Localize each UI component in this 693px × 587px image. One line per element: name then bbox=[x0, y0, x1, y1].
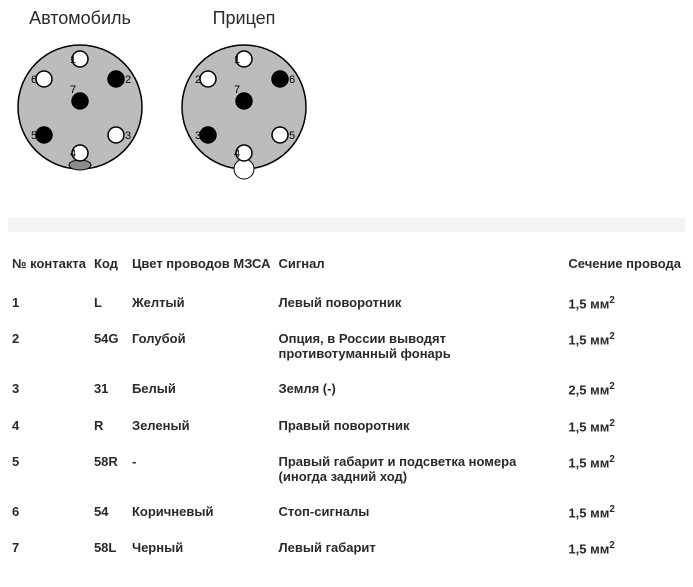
cell-code: L bbox=[90, 285, 128, 321]
table-row: 758LЧерныйЛевый габарит1,5 мм2 bbox=[8, 530, 685, 566]
cell-color: Желтый bbox=[128, 285, 275, 321]
pin-label-6: 6 bbox=[31, 74, 37, 86]
pin-label-5: 5 bbox=[289, 130, 295, 142]
pin-label-7: 7 bbox=[70, 84, 76, 96]
separator-bar bbox=[8, 218, 685, 232]
pin-6 bbox=[272, 71, 288, 87]
connector-svg-auto: 1 2 3 4 5 6 7 bbox=[8, 35, 152, 183]
cell-num: 2 bbox=[8, 321, 90, 371]
cell-signal: Стоп-сигналы bbox=[275, 494, 565, 530]
cell-cross: 1,5 мм2 bbox=[564, 494, 685, 530]
pin-label-3: 3 bbox=[125, 130, 131, 142]
pin-5 bbox=[272, 127, 288, 143]
cell-signal: Левый габарит bbox=[275, 530, 565, 566]
cell-num: 1 bbox=[8, 285, 90, 321]
cell-color: - bbox=[128, 444, 275, 494]
cell-num: 7 bbox=[8, 530, 90, 566]
connector-trailer: Прицеп 1 6 5 4 3 2 7 bbox=[172, 8, 316, 188]
cell-color: Коричневый bbox=[128, 494, 275, 530]
pin-3 bbox=[200, 127, 216, 143]
th-cross: Сечение провода bbox=[564, 250, 685, 285]
th-signal: Сигнал bbox=[275, 250, 565, 285]
connector-diagrams: Автомобиль 1 2 3 4 5 6 7 Прицеп 1 6 5 4 3 2 7 bbox=[8, 8, 685, 188]
table-row: 254GГолубойОпция, в России выводят проти… bbox=[8, 321, 685, 371]
cell-cross: 1,5 мм2 bbox=[564, 444, 685, 494]
pin-label-4: 4 bbox=[70, 148, 76, 160]
pin-5 bbox=[36, 127, 52, 143]
pin-label-2: 2 bbox=[125, 74, 131, 86]
cell-color: Голубой bbox=[128, 321, 275, 371]
pinout-table: № контакта Код Цвет проводов МЗСА Сигнал… bbox=[8, 250, 685, 567]
connector-auto: Автомобиль 1 2 3 4 5 6 7 bbox=[8, 8, 152, 188]
cell-code: 58R bbox=[90, 444, 128, 494]
cell-num: 6 bbox=[8, 494, 90, 530]
pin-label-3: 3 bbox=[195, 130, 201, 142]
cell-cross: 1,5 мм2 bbox=[564, 408, 685, 444]
cell-signal: Опция, в России выводят противотуманный … bbox=[275, 321, 565, 371]
pin-6 bbox=[36, 71, 52, 87]
cell-num: 5 bbox=[8, 444, 90, 494]
th-code: Код bbox=[90, 250, 128, 285]
cell-signal: Правый габарит и подсветка номера (иногд… bbox=[275, 444, 565, 494]
cell-signal: Левый поворотник bbox=[275, 285, 565, 321]
cell-cross: 1,5 мм2 bbox=[564, 530, 685, 566]
pin-label-2: 2 bbox=[195, 74, 201, 86]
pin-label-5: 5 bbox=[31, 130, 37, 142]
pin-label-1: 1 bbox=[234, 54, 240, 66]
cell-num: 3 bbox=[8, 371, 90, 407]
cell-cross: 2,5 мм2 bbox=[564, 371, 685, 407]
th-color: Цвет проводов МЗСА bbox=[128, 250, 275, 285]
cell-cross: 1,5 мм2 bbox=[564, 321, 685, 371]
table-row: 654КоричневыйСтоп-сигналы1,5 мм2 bbox=[8, 494, 685, 530]
table-row: 558R-Правый габарит и подсветка номера (… bbox=[8, 444, 685, 494]
cell-code: 54G bbox=[90, 321, 128, 371]
pin-label-4: 4 bbox=[234, 148, 240, 160]
pin-2 bbox=[108, 71, 124, 87]
table-row: 4RЗеленыйПравый поворотник1,5 мм2 bbox=[8, 408, 685, 444]
pin-2 bbox=[200, 71, 216, 87]
cell-num: 4 bbox=[8, 408, 90, 444]
cell-color: Белый bbox=[128, 371, 275, 407]
cell-signal: Земля (-) bbox=[275, 371, 565, 407]
table-row: 331БелыйЗемля (-)2,5 мм2 bbox=[8, 371, 685, 407]
table-row: 1LЖелтыйЛевый поворотник1,5 мм2 bbox=[8, 285, 685, 321]
table-header-row: № контакта Код Цвет проводов МЗСА Сигнал… bbox=[8, 250, 685, 285]
connector-title-trailer: Прицеп bbox=[172, 8, 316, 29]
cell-code: 31 bbox=[90, 371, 128, 407]
cell-code: 58L bbox=[90, 530, 128, 566]
cell-color: Зеленый bbox=[128, 408, 275, 444]
connector-title-auto: Автомобиль bbox=[8, 8, 152, 29]
pin-label-1: 1 bbox=[70, 54, 76, 66]
cell-code: 54 bbox=[90, 494, 128, 530]
cell-signal: Правый поворотник bbox=[275, 408, 565, 444]
th-contact-num: № контакта bbox=[8, 250, 90, 285]
cell-code: R bbox=[90, 408, 128, 444]
pin-label-6: 6 bbox=[289, 74, 295, 86]
pin-3 bbox=[108, 127, 124, 143]
cell-color: Черный bbox=[128, 530, 275, 566]
pin-label-7: 7 bbox=[234, 84, 240, 96]
connector-svg-trailer: 1 6 5 4 3 2 7 bbox=[172, 35, 316, 183]
cell-cross: 1,5 мм2 bbox=[564, 285, 685, 321]
